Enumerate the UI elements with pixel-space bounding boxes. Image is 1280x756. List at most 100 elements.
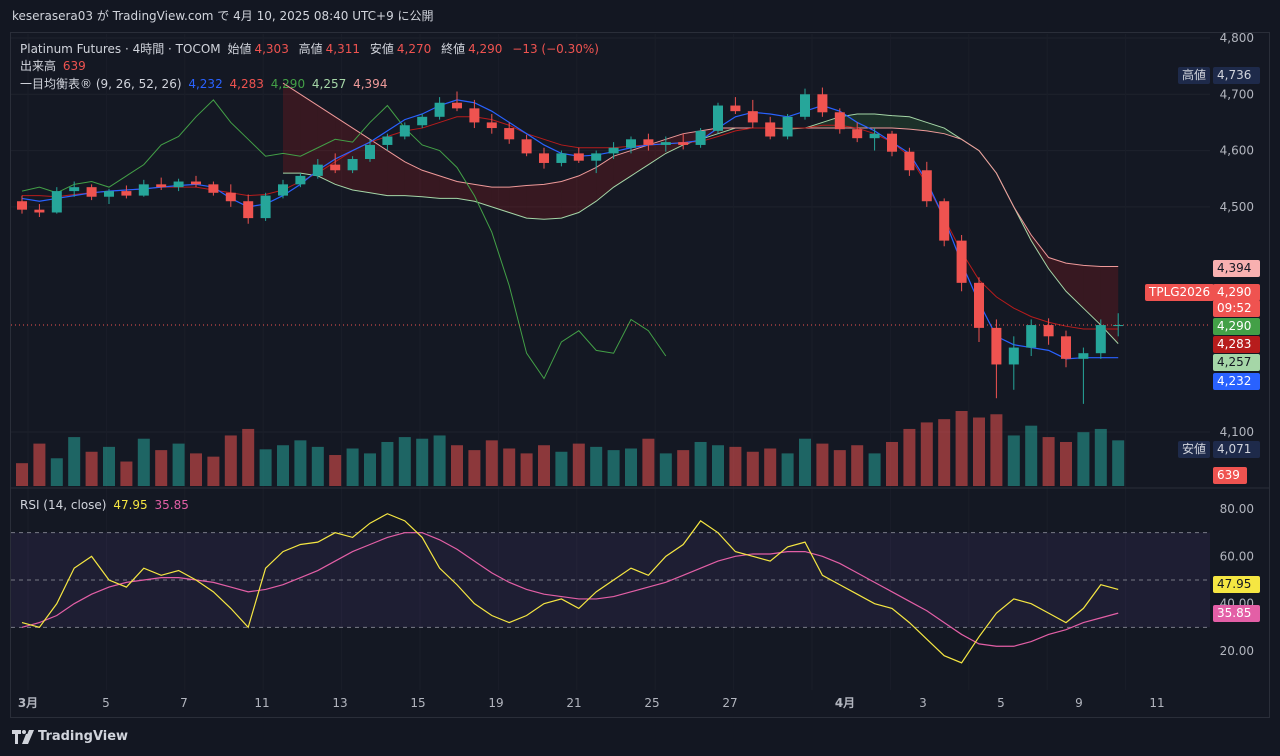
time-axis-tick: 4月 bbox=[835, 696, 855, 710]
ichimoku-legend[interactable]: 一目均衡表® (9, 26, 52, 26) 4,232 4,283 4,290… bbox=[20, 75, 390, 92]
kumo-cloud-segment bbox=[561, 175, 579, 219]
time-axis-tick: 11 bbox=[254, 696, 269, 710]
price-axis-tick: 4,500 bbox=[1220, 200, 1254, 214]
symbol-description[interactable]: Platinum Futures · 4時間 · TOCOM bbox=[20, 42, 221, 56]
volume-bar bbox=[903, 428, 916, 486]
volume-bar bbox=[799, 438, 811, 486]
volume-bar bbox=[33, 443, 46, 486]
time-axis-tick: 3月 bbox=[18, 696, 38, 710]
time-axis-tick: 11 bbox=[1149, 696, 1164, 710]
volume-bar bbox=[85, 451, 98, 486]
senkou-b-price-label: 4,394 bbox=[1213, 260, 1260, 277]
volume-bar bbox=[190, 453, 202, 486]
volume-bar bbox=[451, 445, 463, 486]
volume-bar bbox=[729, 446, 742, 486]
candle-body bbox=[591, 153, 602, 161]
volume-bar bbox=[1060, 441, 1072, 486]
kumo-cloud-segment bbox=[613, 150, 631, 188]
kumo-cloud-segment bbox=[544, 181, 562, 220]
kijun-price-label: 4,283 bbox=[1213, 336, 1260, 353]
volume-bar bbox=[1042, 437, 1055, 486]
volume-bar bbox=[764, 448, 777, 486]
volume-bar bbox=[659, 453, 672, 486]
volume-bar bbox=[103, 446, 115, 486]
volume-bar bbox=[938, 419, 951, 486]
rsi-band-background bbox=[11, 532, 1210, 628]
volume-bar bbox=[555, 451, 568, 486]
rsi-line bbox=[21, 513, 1119, 664]
footer: TradingView bbox=[0, 718, 1280, 756]
candle-body bbox=[800, 94, 810, 117]
low-value: 4,270 bbox=[396, 42, 432, 56]
candle-body bbox=[730, 105, 741, 112]
volume-bar bbox=[16, 463, 28, 486]
tradingview-logo-icon[interactable] bbox=[12, 730, 34, 744]
rsi-ma-line bbox=[21, 532, 1119, 647]
tradingview-brand[interactable]: TradingView bbox=[38, 729, 129, 744]
time-axis-tick: 5 bbox=[997, 696, 1005, 710]
ichimoku-chikou-value: 4,290 bbox=[270, 77, 306, 91]
close-label: 終値 bbox=[441, 42, 466, 56]
rsi-legend[interactable]: RSI (14, close) 47.95 35.85 bbox=[20, 498, 192, 512]
candle-body bbox=[660, 142, 671, 145]
candle-body bbox=[34, 209, 45, 213]
rsi-price-label: 47.95 bbox=[1213, 576, 1260, 593]
volume-bar bbox=[311, 446, 324, 486]
volume-value: 639 bbox=[62, 59, 86, 73]
time-axis-tick: 7 bbox=[180, 696, 188, 710]
volume-bar bbox=[920, 422, 933, 486]
candle-body bbox=[17, 201, 27, 210]
kumo-cloud-segment bbox=[596, 156, 614, 202]
high-tag: 高値 bbox=[1178, 67, 1211, 84]
candle-body bbox=[887, 133, 897, 152]
low-tag: 安値 bbox=[1178, 441, 1211, 458]
kumo-cloud-segment bbox=[1066, 263, 1084, 309]
candle-body bbox=[869, 133, 880, 139]
volume-bar bbox=[625, 448, 637, 486]
ichimoku-tenkan-value: 4,232 bbox=[188, 77, 223, 91]
last-price-label: 4,290 bbox=[1213, 284, 1260, 301]
rsi-axis-tick: 60.00 bbox=[1220, 549, 1254, 563]
candle-body bbox=[365, 144, 375, 160]
candle-body bbox=[1026, 325, 1037, 348]
volume-bar bbox=[172, 443, 185, 486]
candle-body bbox=[191, 181, 201, 185]
candle-body bbox=[278, 184, 288, 196]
kumo-cloud-segment bbox=[404, 161, 423, 197]
kumo-cloud-segment bbox=[283, 83, 301, 174]
volume-bar bbox=[137, 438, 150, 486]
volume-legend[interactable]: 出来高 639 bbox=[20, 57, 89, 74]
candle-body bbox=[138, 184, 149, 196]
volume-bar bbox=[868, 453, 881, 486]
volume-bar bbox=[833, 450, 846, 486]
rsi-value: 47.95 bbox=[113, 498, 148, 512]
volume-bar bbox=[433, 435, 446, 486]
candle-body bbox=[1095, 325, 1106, 354]
ichimoku-label: 一目均衡表® (9, 26, 52, 26) bbox=[20, 77, 182, 91]
kumo-cloud-segment bbox=[491, 187, 510, 213]
candle-body bbox=[573, 153, 584, 161]
volume-bar bbox=[851, 445, 864, 486]
candle-body bbox=[817, 94, 828, 113]
candle-body bbox=[974, 282, 984, 328]
volume-bar bbox=[294, 440, 307, 486]
candle-body bbox=[521, 139, 532, 154]
candle-body bbox=[695, 130, 706, 145]
price-axis-tick: 4,100 bbox=[1220, 425, 1254, 439]
ichimoku-kijun-value: 4,283 bbox=[229, 77, 264, 91]
volume-bar bbox=[1112, 440, 1125, 486]
volume-bar bbox=[468, 450, 481, 486]
volume-bar bbox=[1094, 428, 1107, 486]
candle-body bbox=[921, 170, 932, 202]
volume-bar bbox=[712, 445, 724, 486]
close-value: 4,290 bbox=[468, 42, 503, 56]
price-axis-tick: 4,800 bbox=[1220, 31, 1254, 45]
volume-bar bbox=[381, 441, 394, 486]
kijun-sen-line bbox=[22, 116, 1119, 330]
kumo-cloud-segment bbox=[1083, 265, 1101, 326]
volume-bar bbox=[955, 411, 968, 486]
rsi-axis-tick: 80.00 bbox=[1220, 502, 1254, 516]
candle-body bbox=[156, 184, 167, 188]
chikou-price-label: 4,290 bbox=[1213, 318, 1260, 335]
